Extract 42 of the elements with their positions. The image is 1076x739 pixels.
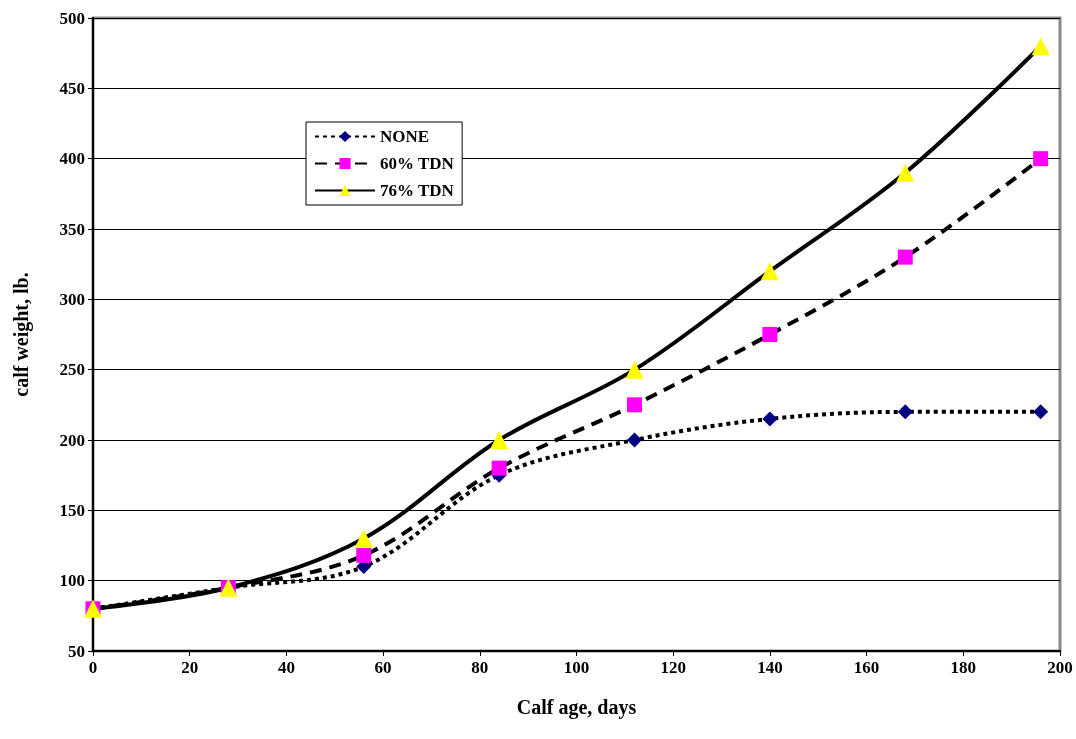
point: [897, 249, 913, 265]
point: [625, 360, 644, 379]
y-axis-title: calf weight, lb.: [10, 272, 33, 397]
point: [762, 411, 778, 427]
x-tick-label: 100: [563, 658, 590, 677]
point: [897, 404, 913, 420]
point: [1033, 151, 1049, 167]
x-tick-label: 80: [471, 658, 489, 677]
y-tick-label: 400: [59, 149, 85, 169]
x-tick-label: 20: [181, 658, 199, 677]
y-tick-label: 500: [59, 8, 85, 28]
point: [627, 397, 643, 413]
x-axis-title: Calf age, days: [516, 696, 637, 719]
point: [1033, 404, 1049, 420]
legend-label: 76% TDN: [380, 181, 455, 200]
y-tick-label: 200: [59, 430, 85, 450]
x-tick-label: 180: [950, 658, 977, 677]
point: [896, 163, 915, 182]
x-tick-label: 160: [853, 658, 880, 677]
y-tick-label: 350: [59, 219, 85, 239]
point: [354, 529, 373, 548]
x-tick-label: 0: [88, 658, 98, 677]
point: [356, 547, 372, 563]
point: [491, 460, 507, 476]
y-tick-label: 150: [59, 500, 85, 520]
y-tick-label: 250: [59, 360, 85, 380]
x-tick-label: 200: [1047, 658, 1073, 677]
point: [1031, 37, 1050, 56]
x-tick-label: 40: [277, 658, 295, 677]
y-tick-label: 100: [59, 571, 85, 591]
y-tick-label: 450: [59, 78, 85, 98]
point: [490, 431, 509, 449]
x-tick-label: 140: [757, 658, 783, 677]
legend-label: 60% TDN: [380, 154, 455, 173]
point: [760, 262, 779, 281]
point: [762, 327, 778, 342]
legend-label: NONE: [380, 127, 430, 146]
y-tick-label: 300: [59, 289, 85, 309]
point: [627, 432, 643, 448]
x-tick-label: 60: [374, 658, 392, 677]
y-tick-label: 50: [68, 641, 85, 661]
x-tick-label: 120: [660, 658, 686, 677]
